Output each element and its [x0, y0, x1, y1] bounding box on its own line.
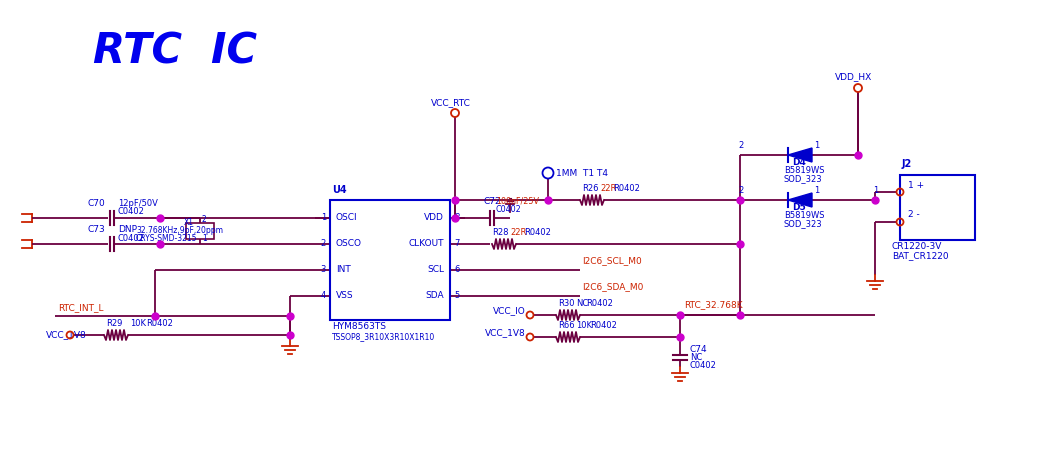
Text: C0402: C0402	[690, 361, 717, 370]
Text: 7: 7	[453, 240, 460, 248]
Text: C0402: C0402	[118, 234, 144, 243]
Text: CRYS-SMD-3215: CRYS-SMD-3215	[136, 234, 198, 243]
Text: 2: 2	[321, 240, 326, 248]
Text: J2: J2	[902, 159, 912, 169]
Text: C0402: C0402	[118, 207, 144, 216]
Text: OSCO: OSCO	[336, 240, 362, 248]
Text: 5: 5	[453, 291, 459, 300]
Text: CR1220-3V: CR1220-3V	[892, 242, 942, 251]
Text: HYM8563TS: HYM8563TS	[332, 322, 386, 331]
Text: X1: X1	[184, 218, 194, 227]
Text: 2: 2	[202, 215, 207, 224]
Text: NC: NC	[576, 299, 588, 308]
Text: 22R: 22R	[510, 228, 527, 237]
Text: C0402: C0402	[496, 205, 521, 214]
Text: 2: 2	[738, 186, 743, 195]
Text: 32.768KHz,9pF,20ppm: 32.768KHz,9pF,20ppm	[136, 226, 223, 235]
Text: VDD_HX: VDD_HX	[836, 72, 873, 81]
Text: VSS: VSS	[336, 291, 354, 300]
Text: 100nF/25V: 100nF/25V	[496, 197, 539, 206]
Text: C70: C70	[88, 199, 106, 208]
Text: 10K: 10K	[130, 319, 145, 328]
Text: NC: NC	[690, 353, 702, 362]
Text: C74: C74	[690, 345, 707, 354]
Text: SOD_323: SOD_323	[784, 174, 823, 183]
Text: OSCI: OSCI	[336, 213, 358, 222]
Text: 2: 2	[738, 141, 743, 150]
Text: DNP: DNP	[118, 225, 137, 234]
Text: I2C6_SDA_M0: I2C6_SDA_M0	[582, 282, 644, 291]
Text: TSSOP8_3R10X3R10X1R10: TSSOP8_3R10X3R10X1R10	[332, 332, 435, 341]
Text: RTC_INT_L: RTC_INT_L	[58, 303, 103, 312]
Text: BAT_CR1220: BAT_CR1220	[892, 251, 948, 260]
Text: U4: U4	[332, 185, 346, 195]
Text: 1MM  T1 T4: 1MM T1 T4	[556, 169, 609, 177]
Text: 1: 1	[202, 234, 207, 243]
Bar	[330, 200, 450, 320]
Text: R0402: R0402	[524, 228, 551, 237]
Text: VDD: VDD	[424, 213, 444, 222]
Text: R0402: R0402	[586, 299, 613, 308]
Text: 1: 1	[873, 186, 878, 195]
Text: SOD_323: SOD_323	[784, 219, 823, 228]
Bar	[186, 223, 215, 239]
Text: VCC_IO: VCC_IO	[493, 306, 526, 315]
Bar	[900, 175, 975, 240]
Text: VCC_1V8: VCC_1V8	[485, 328, 526, 337]
Text: RTC  IC: RTC IC	[93, 31, 257, 73]
Text: RTC_32.768K: RTC_32.768K	[684, 300, 742, 309]
Text: R26: R26	[582, 184, 599, 193]
Polygon shape	[788, 148, 812, 162]
Text: B5819WS: B5819WS	[784, 166, 824, 175]
Text: 1: 1	[813, 186, 819, 195]
Text: R0402: R0402	[613, 184, 640, 193]
Text: SCL: SCL	[427, 266, 444, 275]
Text: SDA: SDA	[426, 291, 444, 300]
Text: R0402: R0402	[590, 321, 617, 330]
Text: 6: 6	[453, 266, 460, 275]
Text: 1: 1	[813, 141, 819, 150]
Text: VCC_RTC: VCC_RTC	[431, 98, 470, 107]
Text: CLKOUT: CLKOUT	[409, 240, 444, 248]
Text: R66: R66	[558, 321, 575, 330]
Text: D5: D5	[792, 203, 806, 212]
Polygon shape	[788, 193, 812, 207]
Text: 1: 1	[321, 213, 326, 222]
Text: 1 +: 1 +	[908, 181, 924, 190]
Text: R29: R29	[106, 319, 122, 328]
Text: VCC_1V8: VCC_1V8	[46, 331, 87, 340]
Text: C73: C73	[88, 225, 106, 234]
Text: R0402: R0402	[145, 319, 173, 328]
Text: B5819WS: B5819WS	[784, 211, 824, 220]
Text: 2 -: 2 -	[908, 210, 920, 219]
Text: 10K: 10K	[576, 321, 592, 330]
Text: C72: C72	[484, 197, 501, 206]
Text: I2C6_SCL_M0: I2C6_SCL_M0	[582, 256, 641, 265]
Text: INT: INT	[336, 266, 350, 275]
Text: 3: 3	[321, 266, 326, 275]
Text: R28: R28	[492, 228, 509, 237]
Text: D4: D4	[792, 158, 806, 167]
Text: R30: R30	[558, 299, 575, 308]
Text: 8: 8	[453, 213, 460, 222]
Text: 4: 4	[321, 291, 326, 300]
Text: 22R: 22R	[600, 184, 616, 193]
Text: 12pF/50V: 12pF/50V	[118, 199, 158, 208]
